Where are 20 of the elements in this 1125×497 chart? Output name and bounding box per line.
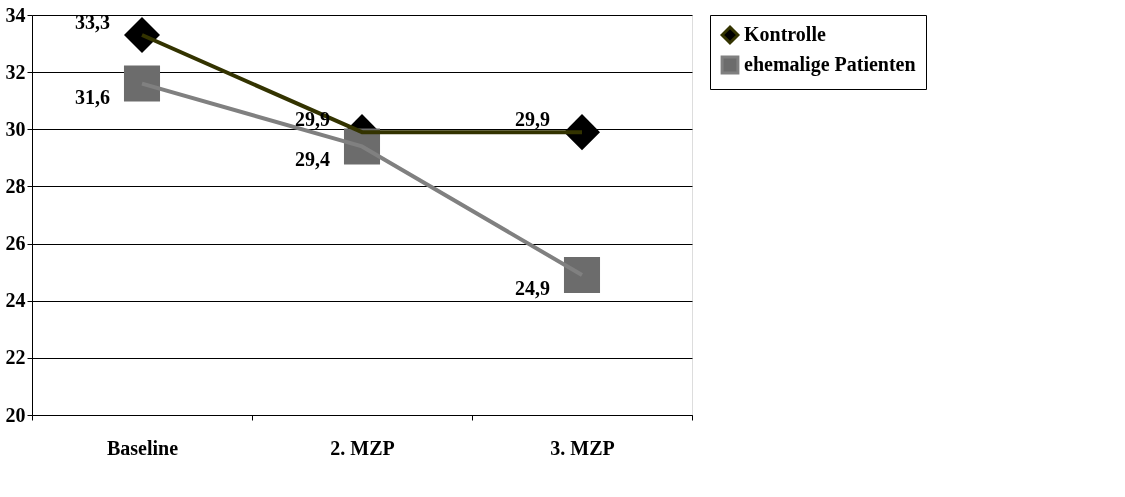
y-tick-label: 34 [5,3,26,26]
y-tick-label: 30 [5,117,26,140]
y-tick-label: 20 [5,403,26,426]
data-label: 31,6 [75,85,110,108]
x-tick-label: 3. MZP [550,436,615,459]
legend-label: ehemalige Patienten [744,53,916,76]
x-tick-label: 2. MZP [330,436,395,459]
y-tick-label: 32 [5,60,26,83]
y-tick-label: 28 [5,174,26,197]
data-label: 24,9 [515,277,550,299]
x-tick-label: Baseline [106,436,179,459]
data-label: 29,9 [515,108,550,131]
y-tick-label: 26 [5,232,26,255]
data-label: 29,9 [295,108,330,131]
y-tick-label: 24 [5,289,26,312]
y-tick-label: 22 [5,346,26,369]
point [563,256,601,294]
legend-label: Kontrolle [744,23,826,45]
data-label: 29,4 [295,148,330,171]
point [123,65,161,102]
